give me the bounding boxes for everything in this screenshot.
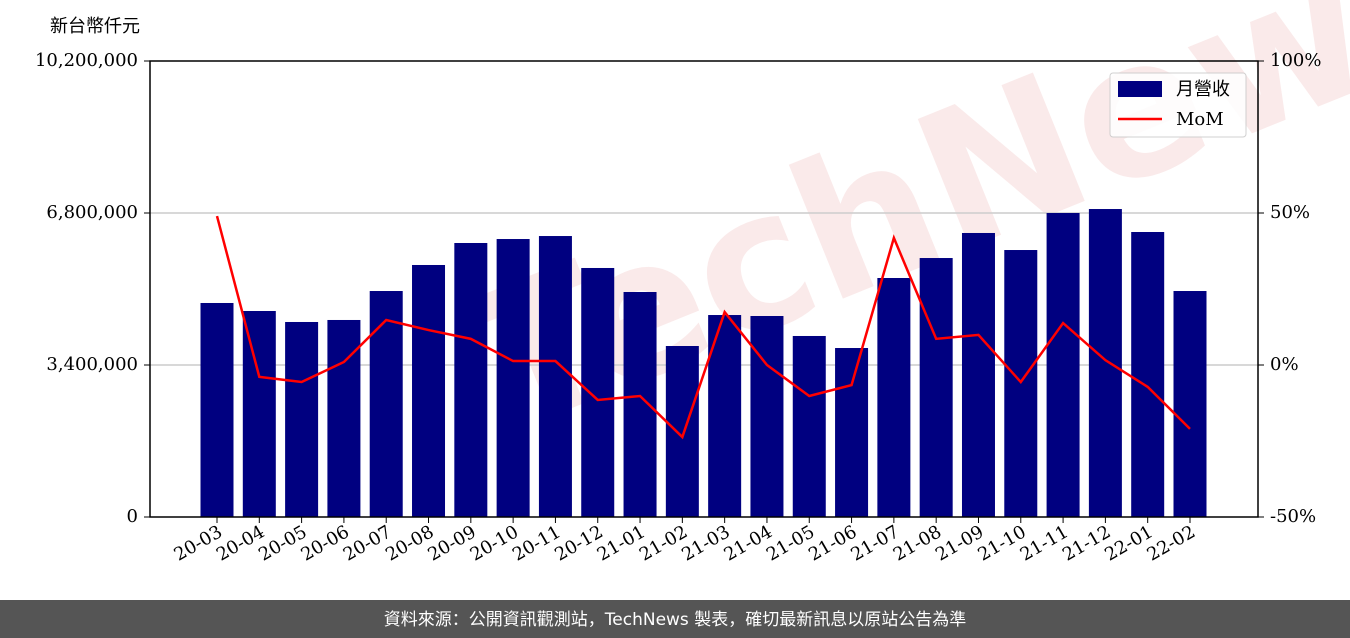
bar [665, 346, 699, 517]
bar [750, 316, 784, 517]
y-tick-label: 6,800,000 [46, 202, 138, 223]
bar [1088, 209, 1122, 517]
bar [538, 236, 572, 517]
bar [200, 302, 234, 517]
bar [961, 232, 995, 518]
legend-label: MoM [1176, 109, 1224, 130]
bar [327, 319, 361, 517]
legend-swatch [1118, 81, 1162, 97]
bar [1131, 232, 1165, 517]
plot-frame [149, 60, 1259, 518]
y-tick-label: 3,400,000 [46, 354, 138, 375]
y-tick-label: 0 [127, 506, 138, 527]
bar [285, 321, 319, 517]
bar [1173, 291, 1207, 517]
bar [242, 310, 276, 517]
y2-tick-label: 50% [1270, 202, 1310, 223]
x-tick-label: 22-02 [1144, 521, 1199, 565]
bar [369, 291, 403, 517]
bar [835, 348, 869, 517]
y-tick-label: 10,200,000 [35, 50, 138, 71]
bar [623, 291, 657, 517]
bar [1046, 213, 1080, 517]
bar [412, 264, 446, 517]
y-axis-label: 新台幣仟元 [50, 16, 140, 37]
bar [792, 335, 826, 517]
y2-tick-label: 100% [1270, 50, 1321, 71]
footer-bar [0, 600, 1350, 638]
bar [496, 239, 530, 517]
legend-label: 月營收 [1176, 79, 1230, 100]
y2-tick-label: -50% [1270, 506, 1316, 527]
bar [877, 278, 911, 517]
footer-text: 資料來源：公開資訊觀測站，TechNews 製表，確切最新訊息以原站公告為準 [384, 610, 966, 630]
bar [454, 242, 488, 517]
y2-tick-label: 0% [1270, 354, 1299, 375]
bar [708, 315, 742, 517]
line [215, 215, 1191, 440]
bar [919, 258, 953, 517]
bar [581, 267, 615, 517]
